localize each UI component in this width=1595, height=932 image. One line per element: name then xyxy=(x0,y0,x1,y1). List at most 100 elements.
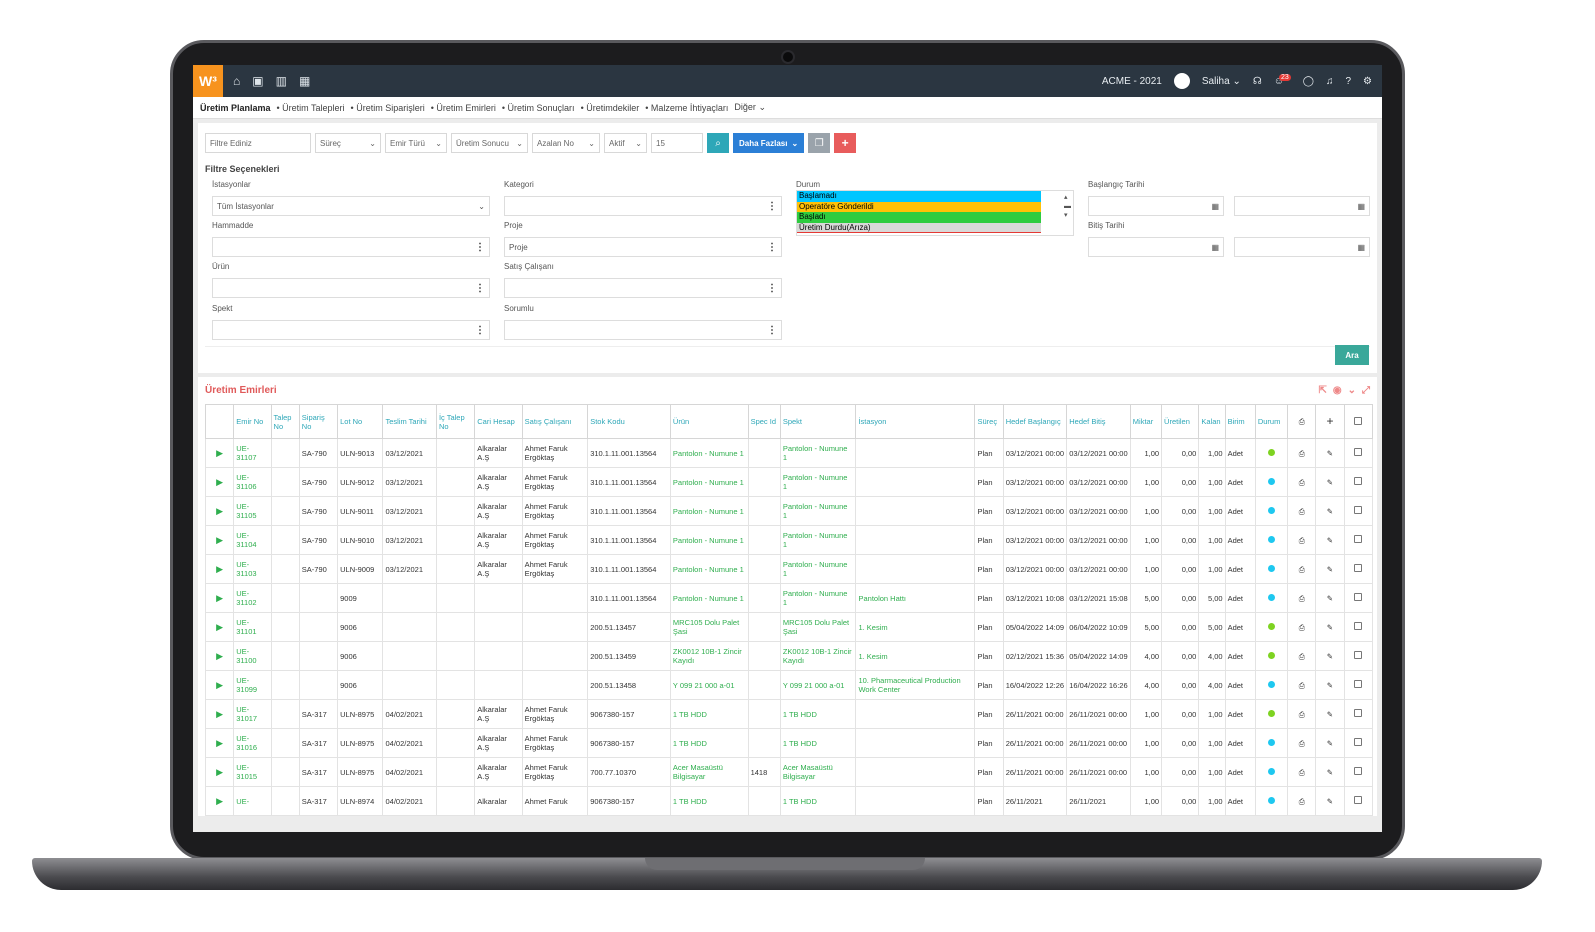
durum-option[interactable]: Operatöre Gönderildi xyxy=(797,201,1041,212)
table-cell[interactable]: Pantolon - Numune 1 xyxy=(669,438,749,468)
table-cell[interactable] xyxy=(855,554,976,584)
table-cell[interactable]: UE-31015 xyxy=(233,757,272,787)
expand-arrow-icon[interactable]: ▶ xyxy=(216,737,224,748)
add-button[interactable]: + xyxy=(834,133,857,153)
scrollbar[interactable]: ▴ ▬ ▾ xyxy=(1064,194,1071,219)
export-icon[interactable]: ⇱ xyxy=(1318,385,1327,396)
print-icon[interactable]: ⎙ xyxy=(1298,738,1305,748)
bell-icon[interactable]: ♫ xyxy=(1325,75,1334,87)
column-header[interactable]: İstasyon xyxy=(855,404,976,439)
column-header[interactable]: Spekt xyxy=(779,404,857,439)
filter-input[interactable]: Filtre Ediniz xyxy=(205,133,311,153)
row-checkbox[interactable] xyxy=(1354,535,1363,543)
table-row[interactable]: ▶ UE-31017 SA-317 ULN-8975 04/02/2021 Alkaral… xyxy=(204,699,1374,729)
proje-field[interactable]: Proje ⋮ xyxy=(504,237,782,257)
checkbox-cell[interactable] xyxy=(1343,786,1374,816)
chat-icon[interactable]: ◯ xyxy=(1302,75,1314,87)
table-cell[interactable]: Y 099 21 000 a-01 xyxy=(779,670,857,700)
table-cell[interactable]: Pantolon Hattı xyxy=(855,583,976,613)
durum-option[interactable]: Üretim Durdu(Arıza) xyxy=(797,222,1041,233)
plus-icon[interactable]: + xyxy=(1326,414,1334,428)
menu-item-uretim-siparisleri[interactable]: • Üretim Siparişleri xyxy=(350,102,425,113)
table-cell[interactable] xyxy=(855,757,976,787)
table-cell[interactable]: ZK0012 10B-1 Zincir Kayıdı xyxy=(779,641,857,671)
satis-calisani-field[interactable]: ⋮ xyxy=(504,278,782,298)
edit-icon[interactable]: ✎ xyxy=(1326,593,1334,603)
table-cell[interactable]: UE-31102 xyxy=(233,583,272,613)
column-header[interactable]: Kalan xyxy=(1198,404,1226,439)
row-checkbox[interactable] xyxy=(1354,680,1363,688)
table-cell[interactable]: 1 TB HDD xyxy=(779,728,857,758)
column-header[interactable]: Üretilen xyxy=(1161,404,1200,439)
expand-cell[interactable]: ▶ xyxy=(204,583,235,613)
sorumlu-field[interactable]: ⋮ xyxy=(504,320,782,340)
table-cell[interactable]: 1. Kesim xyxy=(855,641,976,671)
app-logo[interactable]: W³ xyxy=(193,65,223,97)
print-cell[interactable]: ⎙ xyxy=(1287,641,1317,671)
table-cell[interactable] xyxy=(855,496,976,526)
help-icon[interactable]: ? xyxy=(1345,75,1352,87)
table-cell[interactable]: 1 TB HDD xyxy=(669,699,749,729)
table-cell[interactable]: Acer Masaüstü Bilgisayar xyxy=(669,757,749,787)
expand-arrow-icon[interactable]: ▶ xyxy=(216,592,224,603)
print-cell[interactable]: ⎙ xyxy=(1287,670,1317,700)
print-cell[interactable]: ⎙ xyxy=(1287,757,1317,787)
column-header[interactable]: İç Talep No xyxy=(435,404,476,439)
checkbox-cell[interactable] xyxy=(1343,670,1374,700)
emir-turu-select[interactable]: Emir Türü ⌄ xyxy=(385,133,447,153)
select-all-checkbox[interactable] xyxy=(1354,416,1363,425)
edit-icon[interactable]: ✎ xyxy=(1326,680,1334,690)
print-icon[interactable]: ⎙ xyxy=(1298,680,1305,690)
column-header[interactable]: Miktar xyxy=(1129,404,1163,439)
table-row[interactable]: ▶ UE-31105 SA-790 ULN-9011 03/12/2021 Alkaral… xyxy=(204,496,1374,526)
print-icon[interactable]: ⎙ xyxy=(1298,651,1305,661)
table-cell[interactable]: Pantolon - Numune 1 xyxy=(779,438,857,468)
expand-arrow-icon[interactable]: ▶ xyxy=(216,795,224,806)
gear-icon[interactable]: ⚙ xyxy=(1363,75,1372,87)
table-cell[interactable]: UE-31106 xyxy=(233,467,272,497)
row-checkbox[interactable] xyxy=(1354,767,1363,775)
table-cell[interactable] xyxy=(855,525,976,555)
table-cell[interactable]: Pantolon - Numune 1 xyxy=(779,496,857,526)
checkbox-cell[interactable] xyxy=(1343,554,1374,584)
calendar-icon[interactable]: ▦ xyxy=(1211,201,1219,211)
table-cell[interactable]: MRC105 Dolu Palet Şasi xyxy=(779,612,857,642)
row-checkbox[interactable] xyxy=(1354,738,1363,746)
expand-cell[interactable]: ▶ xyxy=(204,438,235,468)
hammadde-field[interactable]: ⋮ xyxy=(212,237,490,257)
column-header[interactable]: Satış Çalışanı xyxy=(521,404,589,439)
print-icon[interactable]: ⎙ xyxy=(1298,709,1305,719)
column-header[interactable]: Talep No xyxy=(270,404,300,439)
expand-arrow-icon[interactable]: ▶ xyxy=(216,621,224,632)
smiley-icon[interactable]: ☺23 xyxy=(1273,73,1291,87)
surec-select[interactable]: Süreç ⌄ xyxy=(315,133,381,153)
expand-cell[interactable]: ▶ xyxy=(204,612,235,642)
menu-item-uretim-emirleri[interactable]: • Üretim Emirleri xyxy=(430,102,496,113)
chart-icon[interactable]: ▥ xyxy=(275,74,287,88)
search-button[interactable]: ⌕ xyxy=(707,133,729,153)
table-cell[interactable]: Pantolon - Numune 1 xyxy=(669,525,749,555)
home-icon[interactable]: ⌂ xyxy=(233,74,241,88)
print-cell[interactable]: ⎙ xyxy=(1287,699,1317,729)
row-checkbox[interactable] xyxy=(1354,796,1363,804)
table-cell[interactable]: 1. Kesim xyxy=(855,612,976,642)
user-menu[interactable]: Saliha ⌄ xyxy=(1201,75,1241,87)
edit-icon[interactable]: ✎ xyxy=(1326,535,1334,545)
table-row[interactable]: ▶ UE-31015 SA-317 ULN-8975 04/02/2021 Alkaral… xyxy=(204,757,1374,787)
expand-arrow-icon[interactable]: ▶ xyxy=(216,534,224,545)
row-checkbox[interactable] xyxy=(1354,709,1363,717)
table-cell[interactable]: UE-31101 xyxy=(233,612,272,642)
istasyonlar-select[interactable]: Tüm İstasyonlar ⌄ xyxy=(212,196,490,216)
column-header[interactable]: Ürün xyxy=(669,404,749,439)
calendar-icon[interactable]: ▦ xyxy=(1357,201,1365,211)
durum-listbox[interactable]: Başlamadı Operatöre Gönderildi Başladı Ü… xyxy=(796,190,1074,236)
menu-item-malzeme-ihtiyaclari[interactable]: • Malzeme İhtiyaçları xyxy=(645,102,729,113)
table-cell[interactable]: UE-31100 xyxy=(233,641,272,671)
checkbox-cell[interactable] xyxy=(1343,583,1374,613)
print-icon[interactable]: ⎙ xyxy=(1298,564,1305,574)
calendar-icon[interactable]: ▦ xyxy=(298,74,311,88)
print-cell[interactable]: ⎙ xyxy=(1287,438,1317,468)
calendar-icon[interactable]: ▦ xyxy=(1211,242,1219,252)
expand-cell[interactable]: ▶ xyxy=(204,699,235,729)
column-header[interactable]: Hedef Bitiş xyxy=(1066,404,1131,439)
